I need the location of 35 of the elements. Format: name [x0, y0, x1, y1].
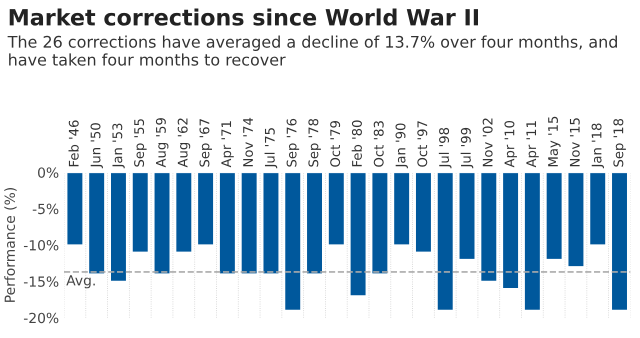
x-tick-label: Oct '83 — [374, 121, 384, 167]
x-tick-label: Sep '78 — [308, 118, 321, 167]
y-tick-label: -10% — [24, 240, 58, 251]
x-tick-label: Jan '53 — [112, 124, 125, 168]
x-tick-label: Feb '80 — [352, 120, 362, 166]
x-tick-label: Nov '74 — [243, 118, 253, 166]
y-tick-label: -20% — [24, 312, 58, 324]
y-tick-label: -5% — [32, 204, 58, 214]
x-tick-label: Nov '02 — [482, 118, 493, 166]
x-tick-label: Sep '67 — [199, 119, 212, 167]
x-tick-label: Oct '97 — [417, 121, 428, 167]
x-tick-label: Feb '46 — [68, 120, 79, 166]
ref-line-label: Avg. — [66, 275, 95, 288]
x-tick-label: Jun '50 — [90, 123, 103, 168]
y-axis-title: Performance (%) — [4, 188, 17, 302]
x-tick-label: Apr '71 — [221, 121, 234, 168]
chart-subtitle: The 26 corrections have averaged a decline of 13.7% over four months, and have taken four months to recover — [8, 35, 617, 66]
x-tick-label: Sep '55 — [134, 119, 147, 167]
x-tick-label: Apr '11 — [526, 121, 539, 168]
x-tick-label: Jan '18 — [592, 123, 604, 168]
x-tick-label: Jan '90 — [396, 123, 408, 168]
x-tick-label: Sep '18 — [613, 118, 626, 167]
y-tick-label: -15% — [24, 276, 58, 287]
x-tick-label: Aug '62 — [178, 118, 190, 168]
x-tick-label: Jul '99 — [460, 128, 474, 168]
x-tick-label: Jul '75 — [264, 128, 278, 168]
x-tick-label: Apr '10 — [504, 120, 517, 168]
x-tick-label: Sep '76 — [286, 118, 300, 167]
x-tick-label: Jul '98 — [438, 128, 452, 168]
y-tick-label: 0% — [38, 167, 58, 178]
chart-title: Market corrections since World War II — [10, 8, 478, 26]
x-tick-label: Nov '15 — [570, 118, 580, 166]
x-tick-label: Aug '59 — [156, 118, 168, 168]
x-tick-label: Oct '79 — [330, 121, 340, 167]
x-tick-label: May '15 — [548, 116, 561, 166]
